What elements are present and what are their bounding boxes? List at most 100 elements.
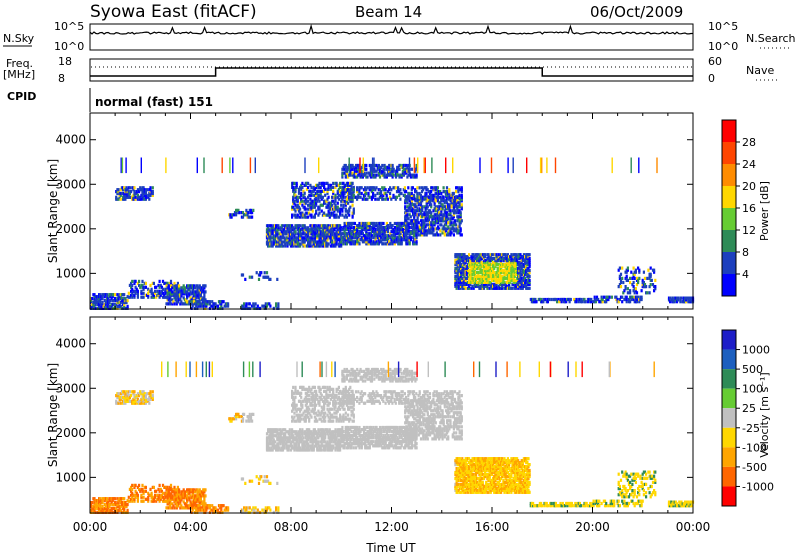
echo-cell (343, 230, 346, 234)
echo-cell (123, 300, 126, 305)
echo-cell (151, 293, 154, 297)
echo-cell (199, 302, 202, 306)
echo-cell (199, 286, 202, 290)
echo-cell (471, 284, 474, 288)
echo-cell (514, 278, 517, 282)
echo-cell (533, 300, 536, 304)
echo-cell (685, 298, 688, 302)
echo-cell (341, 185, 344, 189)
echo-cell (649, 274, 652, 278)
echo-cell (443, 219, 446, 223)
echo-cell (632, 289, 635, 293)
echo-cell (123, 195, 126, 199)
echo-cell (198, 298, 201, 302)
echo-cell (120, 390, 123, 394)
echo-cell (481, 286, 484, 290)
echo-cell (336, 195, 339, 199)
echo-cell (152, 295, 155, 299)
echo-cell (327, 213, 330, 217)
echo-cell (457, 225, 460, 229)
echo-cell (327, 187, 330, 191)
echo-cell (173, 490, 176, 494)
echo-cell (527, 272, 530, 277)
echo-cell (201, 304, 205, 308)
echo-cell (384, 188, 387, 192)
echo-cell (384, 175, 387, 179)
echo-cell (440, 223, 443, 227)
echo-cell (104, 300, 107, 305)
echo-cell (123, 197, 126, 201)
echo-cell (481, 257, 484, 261)
echo-cell (357, 163, 360, 168)
echo-cell (339, 181, 342, 185)
echo-cell (633, 270, 636, 274)
echo-cell (99, 304, 102, 308)
echo-cell (522, 264, 525, 269)
echo-cell (514, 257, 517, 261)
echo-cell (631, 276, 634, 280)
echo-cell (186, 286, 189, 290)
echo-cell (94, 506, 97, 511)
echo-cell (95, 501, 98, 505)
echo-cell (151, 193, 154, 197)
echo-cell (154, 291, 157, 295)
echo-cell (305, 215, 308, 219)
echo-cell (315, 211, 318, 215)
echo-cell (115, 197, 118, 201)
echo-cell (348, 190, 351, 194)
echo-cell (433, 201, 436, 205)
colorbar-segment (722, 252, 736, 274)
echo-cell (317, 197, 320, 201)
echo-cell (301, 226, 304, 230)
echo-cell (179, 296, 182, 300)
echo-cell (558, 300, 561, 304)
echo-cell (589, 300, 592, 304)
echo-cell (487, 276, 490, 280)
echo-cell (392, 186, 395, 190)
echo-cell (431, 157, 433, 174)
echo-cell (356, 197, 359, 201)
echo-cell (457, 201, 460, 205)
echo-cell (416, 221, 419, 225)
echo-cell (527, 266, 530, 271)
echo-cell (307, 199, 310, 203)
echo-cell (313, 236, 316, 240)
echo-cell (337, 193, 340, 197)
echo-cell (413, 229, 416, 233)
echo-cell (357, 167, 360, 171)
echo-cell (138, 394, 141, 398)
echo-cell (144, 497, 147, 501)
echo-cell (449, 195, 452, 199)
echo-cell (423, 157, 425, 174)
echo-cell (625, 300, 628, 304)
echo-cell (180, 496, 183, 500)
echo-cell (168, 300, 171, 304)
echo-cell (332, 211, 335, 215)
echo-cell (522, 280, 525, 284)
echo-cell (107, 302, 110, 307)
echo-cell (358, 226, 361, 230)
echo-cell (319, 185, 322, 189)
echo-cell (119, 293, 122, 297)
colorbar-segment (722, 120, 736, 142)
echo-cell (182, 288, 185, 292)
echo-cell (275, 244, 278, 248)
echo-cell (385, 195, 388, 199)
echo-cell (136, 495, 139, 499)
echo-cell (294, 230, 297, 234)
echo-cell (297, 226, 301, 230)
colorbar-segment (722, 186, 736, 208)
echo-cell (329, 205, 332, 209)
echo-cell (406, 209, 409, 213)
echo-cell (246, 213, 249, 217)
echo-cell (459, 221, 462, 225)
echo-cell (358, 221, 361, 226)
echo-cell (382, 242, 385, 246)
echo-cell (517, 263, 520, 267)
echo-cell (175, 496, 178, 500)
echo-cell (342, 165, 345, 169)
echo-cell (461, 255, 464, 259)
echo-cell (557, 297, 560, 302)
echo-cell (302, 189, 305, 193)
echo-cell (175, 488, 178, 492)
